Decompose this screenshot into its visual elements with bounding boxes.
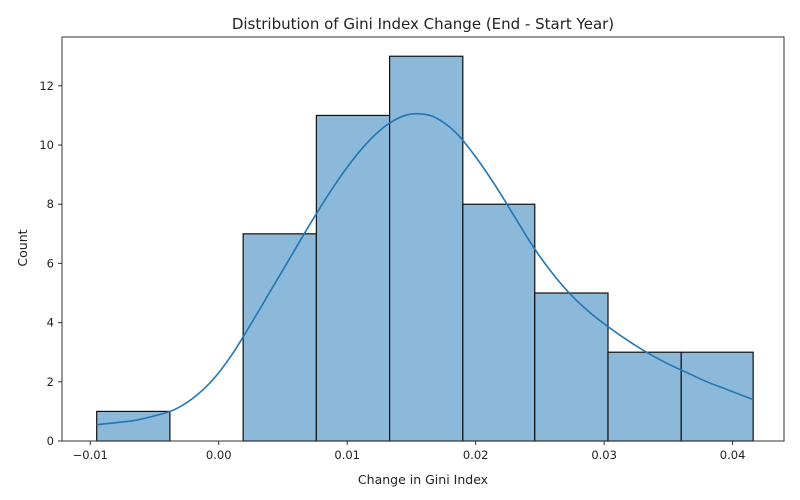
histogram-bar [462, 203, 536, 442]
x-axis-label: Change in Gini Index [358, 472, 488, 487]
histogram-bar [242, 233, 317, 442]
kde-curve [96, 112, 754, 426]
x-tick-label: 0.02 [463, 448, 489, 462]
x-axis-ticks: −0.01 0.00 0.01 0.02 0.03 0.04 [73, 441, 746, 462]
x-tick-label: 0.03 [591, 448, 617, 462]
x-tick-label: 0.01 [334, 448, 360, 462]
histogram-bars [96, 55, 754, 442]
histogram-bar [315, 114, 391, 442]
y-tick-label: 0 [47, 434, 54, 448]
kde-curve-group [96, 112, 754, 426]
y-axis-label: Count [15, 229, 30, 266]
y-tick-label: 2 [47, 375, 54, 389]
x-tick-label: −0.01 [73, 448, 108, 462]
x-tick-label: 0.04 [720, 448, 746, 462]
histogram-bar [680, 351, 754, 442]
y-tick-label: 10 [39, 138, 54, 152]
y-tick-label: 4 [47, 316, 54, 330]
histogram-bar [388, 55, 464, 442]
y-tick-label: 12 [39, 79, 54, 93]
chart-title: Distribution of Gini Index Change (End -… [232, 15, 614, 33]
y-axis-ticks: 0 2 4 6 8 10 12 [39, 79, 62, 448]
histogram-bar [534, 292, 609, 442]
x-tick-label: 0.00 [206, 448, 232, 462]
y-tick-label: 6 [47, 256, 54, 270]
plot-frame [61, 36, 785, 442]
histogram-bar [96, 410, 171, 442]
y-tick-label: 8 [47, 197, 54, 211]
